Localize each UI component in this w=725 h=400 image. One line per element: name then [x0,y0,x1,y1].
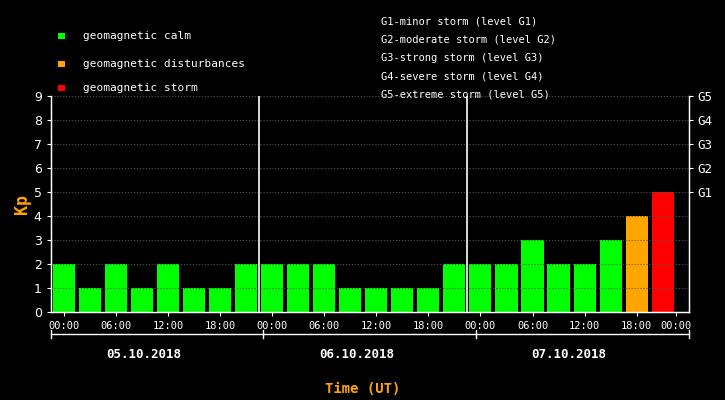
Bar [600,240,622,312]
Bar [79,288,101,312]
Bar [339,288,361,312]
Bar [157,264,179,312]
Bar [130,288,153,312]
Text: G1-minor storm (level G1): G1-minor storm (level G1) [381,16,537,26]
Y-axis label: Kp: Kp [13,194,31,214]
Text: G2-moderate storm (level G2): G2-moderate storm (level G2) [381,34,555,44]
Bar [183,288,205,312]
Bar [209,288,231,312]
Bar [105,264,127,312]
Text: 06.10.2018: 06.10.2018 [319,348,394,361]
Text: geomagnetic calm: geomagnetic calm [83,31,191,41]
Text: Time (UT): Time (UT) [325,382,400,396]
Text: 07.10.2018: 07.10.2018 [531,348,607,361]
Bar [443,264,465,312]
Bar [626,216,647,312]
Bar [392,288,413,312]
Bar [521,240,544,312]
Bar [287,264,309,312]
Bar [53,264,75,312]
Bar [495,264,518,312]
Bar [418,288,439,312]
Text: 05.10.2018: 05.10.2018 [107,348,181,361]
Text: G4-severe storm (level G4): G4-severe storm (level G4) [381,71,543,81]
Text: geomagnetic storm: geomagnetic storm [83,83,198,93]
Bar [365,288,387,312]
Text: geomagnetic disturbances: geomagnetic disturbances [83,59,245,69]
Text: G3-strong storm (level G3): G3-strong storm (level G3) [381,53,543,63]
Bar [547,264,570,312]
Bar [573,264,596,312]
Text: G5-extreme storm (level G5): G5-extreme storm (level G5) [381,90,550,100]
Bar [652,192,674,312]
Bar [313,264,335,312]
Bar [235,264,257,312]
Bar [469,264,492,312]
Bar [261,264,283,312]
